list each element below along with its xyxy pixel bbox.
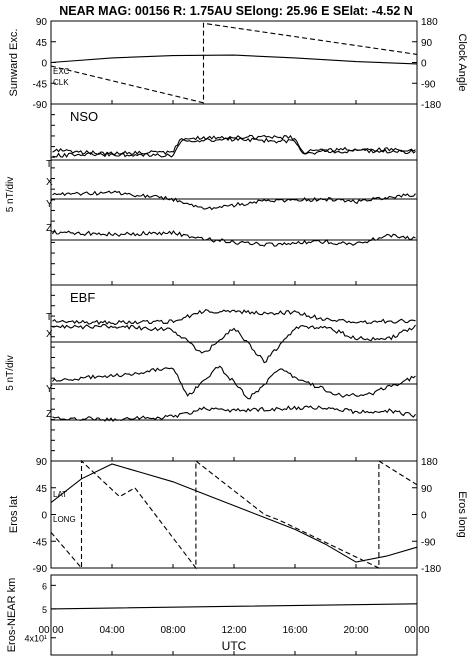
series-x-trace: [52, 136, 416, 158]
component-label-x: X: [46, 177, 53, 188]
series-lat-line: [50, 463, 418, 563]
component-label-y: Y: [46, 384, 53, 395]
y-tick-label: 6: [42, 581, 47, 591]
series-exc-line: [50, 54, 418, 65]
x-tick-label: 16:00: [282, 625, 307, 636]
y2-tick-label: -180: [421, 564, 441, 575]
curve-label-long: LONG: [53, 515, 76, 524]
panel-title: NSO: [70, 109, 98, 124]
y2-tick-label: -90: [421, 537, 436, 548]
y-tick-label: -45: [33, 79, 48, 90]
y2-tick-label: -90: [421, 79, 436, 90]
y-tick-label: -45: [33, 537, 48, 548]
y-tick-label: 0: [41, 511, 47, 522]
x-tick-label: 04:00: [99, 625, 124, 636]
figure-title: NEAR MAG: 00156 R: 1.75AU SElong: 25.96 …: [59, 4, 413, 18]
curve-label-lat: LAT: [53, 490, 67, 499]
y-tick-label: -90: [33, 564, 48, 575]
series-y-trace: [52, 190, 416, 211]
series-y-trace: [52, 365, 416, 400]
y-axis-label: 5 nT/div: [5, 177, 16, 213]
panel-eros-near-distance: 6 5 4x10¹ Eros-NEAR km: [6, 574, 418, 656]
y2-tick-label: 90: [421, 38, 433, 49]
panel-nso: NSO 5 nT/div TXY Z: [5, 103, 418, 286]
panel-title: EBF: [70, 290, 95, 305]
x-tick-label: 20:00: [343, 625, 368, 636]
panel-frame: [50, 20, 418, 105]
y-tick-label: 45: [36, 484, 48, 495]
y2-tick-label: 0: [421, 511, 427, 522]
y2-axis-label: Clock Angle: [456, 33, 468, 91]
component-label-x: X: [46, 329, 53, 340]
y2-axis-label: Eros long: [456, 491, 468, 537]
x-axis-label: UTC: [222, 639, 247, 653]
y-tick-label: -90: [33, 100, 48, 111]
curve-label-clk: CLK: [53, 78, 69, 87]
panel-frame: [50, 103, 418, 286]
component-label-y: Y: [46, 199, 53, 210]
series-long-line: [50, 459, 418, 570]
x-tick-label: 00:00: [404, 625, 429, 636]
y-axis-label: Sunward Exc.: [8, 29, 20, 97]
y-axis-label: Eros lat: [8, 496, 20, 533]
y2-tick-label: -180: [421, 100, 441, 111]
y-tick-label: 45: [36, 38, 48, 49]
y2-tick-label: 90: [421, 484, 433, 495]
y-axis-label: Eros-NEAR km: [6, 578, 18, 653]
y-tick-label: 5: [42, 605, 47, 615]
panel-eros-lat-long: 90 45 0 -45 -90 180 90 0 -90 -180 Eros lat Eros lon…: [8, 457, 468, 575]
x-axis: 00:00 04:00 08:00 12:00 16:00 20:00 00:00 UTC: [38, 100, 430, 655]
series-distance-line: [50, 603, 418, 610]
panels: 90 45 0 -45 -90 180 90 0 -90 -180 Sunward Exc. Cloc…: [5, 17, 468, 656]
series-z-trace: [52, 229, 416, 247]
y2-tick-label: 180: [421, 457, 438, 468]
y-tick-label: 90: [36, 17, 48, 28]
y-tick-label: 4x10¹: [24, 634, 47, 644]
x-tick-label: 00:00: [38, 625, 63, 636]
series-t-trace: [52, 308, 416, 326]
panel-ebf: EBF 5 nT/div TX Y Z: [5, 284, 418, 462]
series-clk-line: [50, 22, 418, 104]
x-tick-label: 08:00: [160, 625, 185, 636]
y2-tick-label: 180: [421, 17, 438, 28]
y2-tick-label: 0: [421, 59, 427, 70]
panel-frame: [50, 284, 418, 462]
y-tick-label: 0: [41, 59, 47, 70]
y-tick-label: 90: [36, 457, 48, 468]
x-tick-label: 12:00: [221, 625, 246, 636]
component-label-t: T: [46, 312, 52, 323]
curve-label-exc: EXC: [53, 67, 70, 76]
panel-frame: [50, 460, 418, 569]
component-label-z: Z: [46, 223, 52, 234]
component-label-z: Z: [46, 409, 52, 420]
y-axis-label: 5 nT/div: [5, 355, 16, 391]
panel-excursion-clock: 90 45 0 -45 -90 180 90 0 -90 -180 Sunward Exc. Cloc…: [8, 17, 468, 111]
series-z-trace: [52, 405, 416, 422]
component-label-t: T: [46, 159, 52, 170]
series-x-trace: [52, 323, 416, 364]
